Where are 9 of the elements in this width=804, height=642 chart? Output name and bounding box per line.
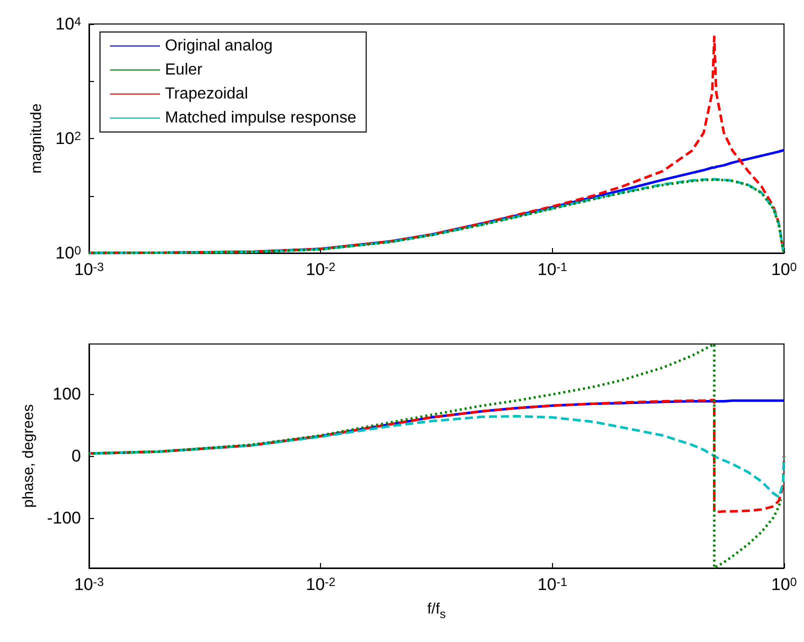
y-axis-title: magnitude [28, 103, 45, 174]
y-tick-label: 0 [72, 446, 82, 466]
legend-label: Trapezoidal [165, 86, 248, 102]
y-tick-label: -100 [46, 508, 82, 528]
legend-label: Euler [165, 62, 204, 78]
y-axis-title: phase, degrees [20, 404, 38, 508]
legend-label: Original analog [165, 38, 273, 54]
legend-label: Matched impulse response [165, 110, 356, 126]
y-tick-label: 100 [52, 384, 82, 404]
